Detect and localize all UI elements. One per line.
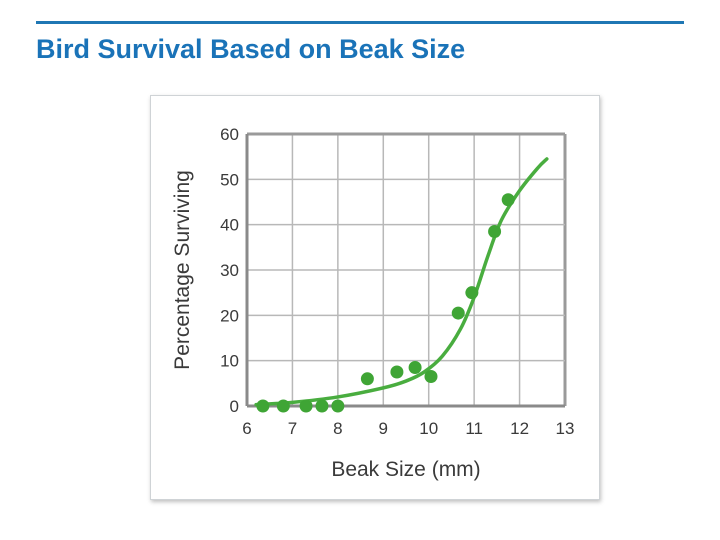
x-tick-label: 9 [379, 419, 388, 438]
data-point [408, 360, 422, 374]
chart-card: 6 7 8 9 10 11 12 13 0 10 20 30 40 50 60 Beak Size (mm)… [150, 95, 600, 500]
x-tick-label: 8 [333, 419, 342, 438]
data-point [390, 365, 404, 379]
data-point [488, 224, 502, 238]
y-tick-label: 30 [220, 261, 239, 280]
x-axis-title: Beak Size (mm) [331, 458, 480, 481]
slide-title: Bird Survival Based on Beak Size [36, 34, 466, 64]
data-point [299, 399, 313, 413]
y-axis-title: Percentage Surviving [171, 170, 194, 370]
trend-line [254, 157, 549, 407]
data-point [360, 372, 374, 386]
y-tick-label: 60 [220, 125, 239, 144]
data-point [501, 193, 515, 207]
data-point [276, 399, 290, 413]
survival-chart: 6 7 8 9 10 11 12 13 0 10 20 30 40 50 60 Beak Size (mm)… [171, 114, 575, 481]
y-tick-label: 0 [230, 397, 239, 416]
y-tick-label: 50 [220, 170, 239, 189]
title-rule [36, 21, 684, 24]
data-point [315, 399, 329, 413]
y-tick-label: 10 [220, 352, 239, 371]
x-tick-label: 13 [556, 419, 575, 438]
data-point [465, 286, 479, 300]
x-tick-label: 11 [465, 419, 483, 438]
plot-area [247, 114, 565, 407]
data-point [331, 399, 345, 413]
data-point [451, 306, 465, 320]
x-tick-label: 6 [242, 419, 251, 438]
data-point [256, 399, 270, 413]
data-point [424, 370, 438, 384]
x-tick-label: 10 [419, 419, 438, 438]
x-tick-label: 12 [510, 419, 529, 438]
y-tick-label: 40 [220, 216, 239, 235]
x-tick-label: 7 [288, 419, 297, 438]
y-tick-label: 20 [220, 306, 239, 325]
